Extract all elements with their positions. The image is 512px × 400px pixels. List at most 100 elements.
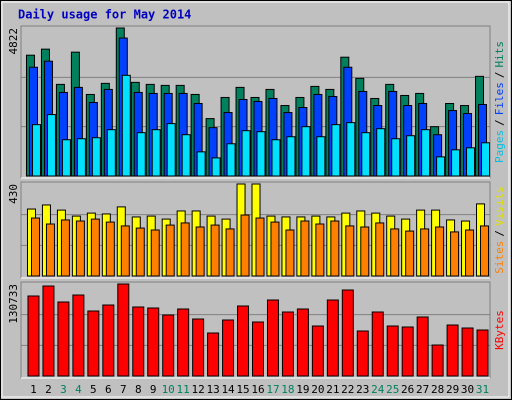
- bar: [420, 228, 430, 277]
- bar: [311, 325, 324, 377]
- bar: [196, 151, 206, 177]
- x-tick-label: 17: [266, 383, 279, 396]
- bar: [76, 138, 86, 177]
- x-tick-label: 9: [150, 383, 157, 396]
- bar: [57, 301, 70, 377]
- bar: [181, 134, 191, 177]
- x-tick-label: 8: [135, 383, 142, 396]
- bar: [240, 214, 250, 277]
- legend-entry: Hits: [493, 41, 506, 68]
- bar: [436, 156, 446, 177]
- bar: [91, 137, 101, 177]
- bar: [61, 139, 71, 177]
- x-tick-label: 11: [177, 383, 190, 396]
- bar: [166, 123, 176, 177]
- bar: [102, 304, 115, 377]
- bar: [461, 327, 474, 377]
- bar: [271, 139, 281, 177]
- bar: [466, 147, 476, 177]
- bar: [435, 226, 445, 277]
- bar: [45, 223, 55, 277]
- bar: [177, 308, 190, 377]
- bar: [431, 344, 444, 377]
- bar: [237, 305, 250, 377]
- bar: [30, 217, 40, 277]
- x-tick-label: 6: [105, 383, 112, 396]
- x-tick-label: 15: [236, 383, 249, 396]
- bar: [371, 311, 384, 377]
- bar: [406, 135, 416, 177]
- bar: [391, 138, 401, 177]
- bar: [46, 114, 56, 177]
- bar: [270, 221, 280, 277]
- x-tick-label: 28: [431, 383, 444, 396]
- bar: [346, 122, 356, 177]
- x-tick-label: 31: [476, 383, 489, 396]
- x-tick-label: 7: [120, 383, 127, 396]
- x-tick-label: 14: [221, 383, 235, 396]
- legend: Pages / Files / Hits: [493, 41, 506, 163]
- bar: [360, 226, 370, 277]
- legend-entry: Visits: [493, 186, 506, 226]
- bar: [210, 224, 220, 277]
- bar: [147, 307, 160, 377]
- x-tick-label: 19: [296, 383, 309, 396]
- bar: [72, 294, 85, 377]
- bar: [195, 226, 205, 277]
- x-tick-label: 12: [192, 383, 205, 396]
- bar: [300, 220, 310, 277]
- bar: [222, 319, 235, 377]
- bar: [361, 132, 371, 177]
- bar: [480, 225, 490, 277]
- bar: [42, 285, 55, 377]
- bar: [121, 74, 131, 177]
- bar: [252, 321, 264, 377]
- bar: [330, 220, 340, 277]
- bar: [87, 310, 100, 377]
- y-tick-label: 4822: [7, 28, 20, 55]
- chart-title: Daily usage for May 2014: [18, 8, 191, 22]
- bar: [151, 129, 161, 177]
- x-tick-label: 18: [281, 383, 294, 396]
- bar: [301, 126, 311, 177]
- x-tick-label: 21: [326, 383, 339, 396]
- bar: [165, 224, 175, 277]
- legend-separator: /: [493, 230, 506, 237]
- bar: [60, 219, 70, 277]
- bar: [117, 283, 130, 377]
- x-tick-label: 5: [90, 383, 97, 396]
- bar: [136, 132, 146, 177]
- x-tick-label: 20: [311, 383, 324, 396]
- x-tick-label: 3: [60, 383, 67, 396]
- bar: [266, 299, 279, 377]
- bar: [401, 326, 414, 377]
- bar: [192, 318, 205, 377]
- bar: [90, 218, 100, 277]
- x-tick-label: 23: [356, 383, 369, 396]
- bar: [386, 325, 399, 377]
- bar: [375, 222, 385, 277]
- bar: [405, 230, 415, 277]
- bar: [75, 220, 85, 277]
- bar: [150, 229, 160, 277]
- bar: [345, 225, 355, 277]
- legend-entry: Pages: [493, 130, 506, 163]
- legend-entry: Sites: [493, 241, 506, 274]
- bar: [296, 308, 309, 377]
- bar: [180, 222, 190, 277]
- bar: [451, 149, 461, 177]
- legend-entry: Files: [493, 82, 506, 115]
- legend: KBytes: [493, 310, 506, 350]
- legend-separator: /: [493, 72, 506, 79]
- bar: [106, 129, 116, 177]
- bar: [211, 157, 221, 177]
- bar: [31, 124, 41, 177]
- bar: [450, 231, 460, 277]
- bar: [356, 330, 369, 377]
- x-tick-label: 1: [30, 383, 37, 396]
- bar: [162, 314, 175, 377]
- x-tick-label: 30: [461, 383, 474, 396]
- bar: [331, 124, 341, 177]
